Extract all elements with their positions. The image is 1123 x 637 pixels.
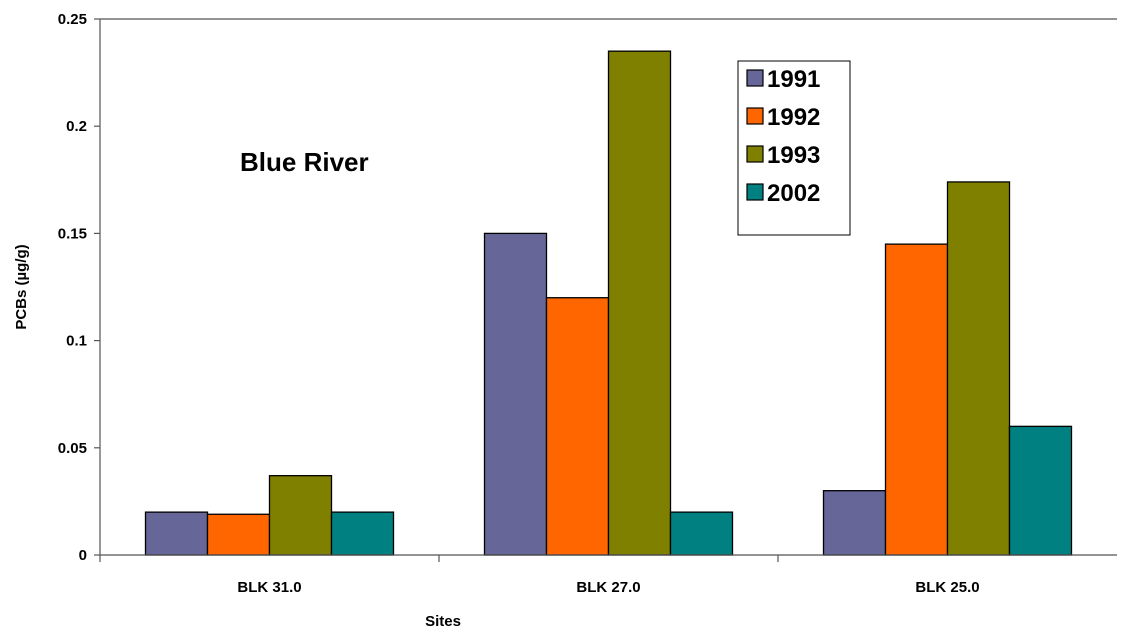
bar-1993-BLK-25_0: [946, 181, 1011, 556]
y-tick-label: 0.15: [58, 225, 87, 242]
legend-label-1993: 1993: [767, 142, 820, 169]
legend-swatch-1991: [746, 69, 764, 87]
bars-layer: [144, 50, 1073, 556]
legend: 1991 1992 1993 2002: [737, 60, 851, 236]
bar-1993-BLK-31_0: [268, 475, 333, 556]
x-tick-label: BLK 31.0: [237, 579, 301, 596]
y-tick-label: 0: [79, 547, 87, 564]
y-tick-label: 0.25: [58, 11, 87, 28]
axes-layer: 0 0.05 0.1 0.15 0.2 0.25 BLK 31.0 BLK 27.0 BLK 2…: [58, 11, 1117, 596]
x-tick-label: BLK 25.0: [915, 579, 979, 596]
bar-2002-BLK-31_0: [330, 511, 395, 556]
bar-2002-BLK-25_0: [1008, 425, 1073, 556]
bar-1993-BLK-27_0: [607, 50, 672, 556]
y-axis-title: PCBs (µg/g): [13, 244, 30, 329]
x-tick-label: BLK 27.0: [576, 579, 640, 596]
bar-1991-BLK-25_0: [822, 490, 887, 556]
chart-annotation: Blue River: [240, 147, 369, 177]
y-tick-label: 0.2: [66, 118, 87, 135]
legend-swatch-1992: [746, 107, 764, 125]
x-axis-title: Sites: [425, 613, 461, 630]
y-tick-label: 0.05: [58, 440, 87, 457]
legend-swatch-2002: [746, 183, 764, 201]
legend-label-1991: 1991: [767, 66, 820, 93]
bar-2002-BLK-27_0: [669, 511, 734, 556]
bar-1991-BLK-27_0: [483, 232, 548, 556]
legend-label-1992: 1992: [767, 104, 820, 131]
legend-swatch-1993: [746, 145, 764, 163]
bar-1991-BLK-31_0: [144, 511, 209, 556]
bar-1992-BLK-27_0: [545, 297, 610, 556]
bar-1992-BLK-31_0: [206, 513, 271, 556]
y-tick-label: 0.1: [66, 333, 87, 350]
bar-1992-BLK-25_0: [884, 243, 949, 556]
legend-label-2002: 2002: [767, 180, 820, 207]
